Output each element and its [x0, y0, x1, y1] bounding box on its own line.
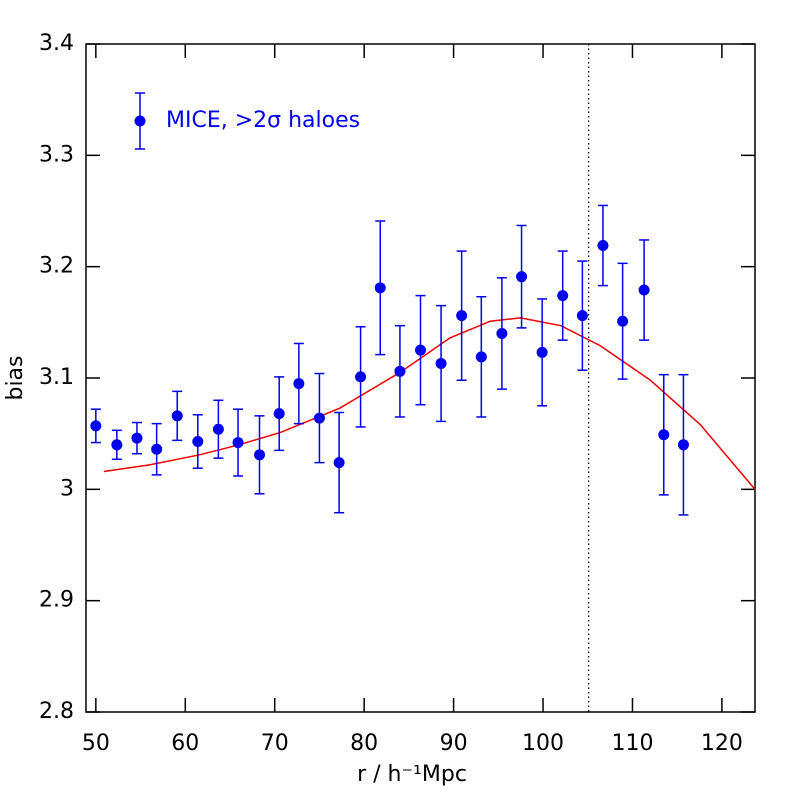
data-point — [456, 310, 468, 322]
data-point — [658, 429, 670, 441]
data-point — [131, 432, 143, 444]
x-tick-label: 70 — [261, 731, 289, 756]
data-point — [576, 310, 588, 322]
data-point — [475, 351, 487, 363]
x-tick-label: 50 — [82, 731, 110, 756]
data-point — [111, 439, 123, 451]
data-point — [192, 435, 204, 447]
y-tick-label: 3.4 — [39, 31, 74, 56]
data-point — [273, 408, 285, 420]
x-tick-label: 90 — [440, 731, 468, 756]
data-point — [597, 240, 609, 252]
model-line — [103, 317, 756, 490]
data-point — [394, 365, 406, 377]
data-point — [516, 271, 528, 283]
data-point — [435, 358, 447, 370]
y-axis-label: bias — [3, 355, 28, 400]
data-point — [415, 344, 426, 356]
data-point — [293, 378, 305, 390]
data-point — [171, 410, 183, 422]
y-tick-label: 2.9 — [39, 588, 74, 613]
legend-marker — [134, 115, 146, 127]
legend-label: MICE, >2σ haloes — [166, 108, 360, 133]
data-point — [496, 327, 508, 339]
y-tick-label: 3.2 — [39, 254, 74, 279]
data-point — [617, 315, 629, 327]
data-point — [212, 423, 224, 435]
x-tick-label: 60 — [171, 731, 199, 756]
data-point — [90, 420, 102, 432]
data-point — [557, 290, 569, 302]
data-point — [355, 371, 367, 383]
data-point — [536, 346, 548, 358]
data-point — [232, 437, 244, 449]
data-point — [638, 284, 650, 296]
y-tick-label: 3 — [60, 476, 74, 501]
data-point — [333, 457, 345, 469]
y-tick-label: 3.3 — [39, 142, 74, 167]
y-tick-label: 2.8 — [39, 699, 74, 724]
x-axis-label: r / h⁻¹Mpc — [357, 762, 467, 787]
y-tick-label: 3.1 — [39, 365, 74, 390]
data-point — [374, 282, 386, 294]
x-tick-label: 80 — [350, 731, 378, 756]
x-tick-label: 120 — [701, 731, 743, 756]
data-point — [313, 412, 325, 424]
data-point — [254, 449, 266, 461]
data-point — [151, 443, 163, 455]
x-tick-label: 100 — [522, 731, 564, 756]
x-tick-label: 110 — [611, 731, 653, 756]
data-point — [677, 439, 689, 451]
